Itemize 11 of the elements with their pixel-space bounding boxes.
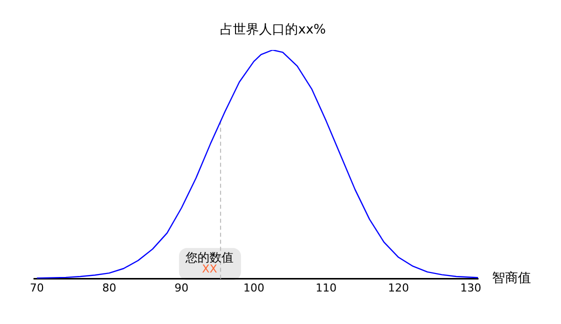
x-tick-label: 90 — [174, 281, 189, 294]
x-tick-label: 130 — [460, 281, 482, 294]
x-tick-label: 110 — [316, 281, 337, 294]
annotation: 您的数值 — [184, 250, 234, 264]
x-tick-label: 100 — [243, 281, 264, 294]
annotation: XX — [202, 262, 218, 276]
x-tick-label: 70 — [30, 281, 44, 294]
x-axis-title: 智商值 — [492, 271, 531, 286]
x-tick-label: 120 — [388, 281, 409, 294]
x-tick-label: 80 — [102, 281, 116, 294]
chart-title: 占世界人口的xx% — [220, 22, 326, 38]
